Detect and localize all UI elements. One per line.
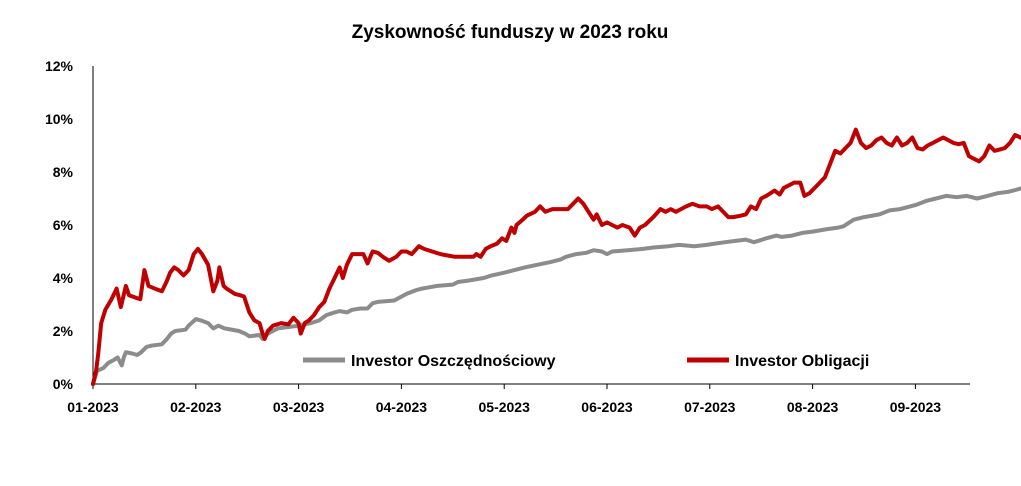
- series-line-oszczednosciowy: [91, 186, 1021, 386]
- x-tick-label: 05-2023: [479, 399, 531, 415]
- x-tick-label: 08-2023: [787, 399, 839, 415]
- legend-label-oszczednosciowy: Investor Oszczędnościowy: [351, 353, 556, 370]
- x-tick-label: 06-2023: [581, 399, 633, 415]
- x-tick-label: 02-2023: [170, 399, 222, 415]
- series-line-obligacji: [91, 127, 1021, 386]
- y-tick-label: 4%: [53, 270, 74, 286]
- y-tick-label: 2%: [53, 323, 74, 339]
- x-tick-label: 07-2023: [684, 399, 736, 415]
- y-tick-label: 8%: [53, 164, 74, 180]
- chart-title: Zyskowność funduszy w 2023 roku: [352, 22, 669, 43]
- x-tick-label: 03-2023: [273, 399, 325, 415]
- x-tick-label: 09-2023: [890, 399, 942, 415]
- y-tick-label: 12%: [45, 58, 74, 74]
- x-tick-label: 04-2023: [376, 399, 428, 415]
- y-tick-label: 6%: [53, 217, 74, 233]
- y-tick-label: 0%: [53, 376, 74, 392]
- legend-label-obligacji: Investor Obligacji: [735, 353, 869, 370]
- x-tick-label: 01-2023: [67, 399, 119, 415]
- y-tick-label: 10%: [45, 111, 74, 127]
- series-layer: [91, 127, 1021, 386]
- legend: Investor Oszczędnościowy Investor Obliga…: [303, 353, 869, 370]
- y-axis-ticks: 0% 2% 4% 6% 8% 10% 12%: [45, 58, 74, 392]
- x-axis-ticks: 01-2023 02-2023 03-2023 04-2023 05-2023 06-20…: [67, 384, 941, 415]
